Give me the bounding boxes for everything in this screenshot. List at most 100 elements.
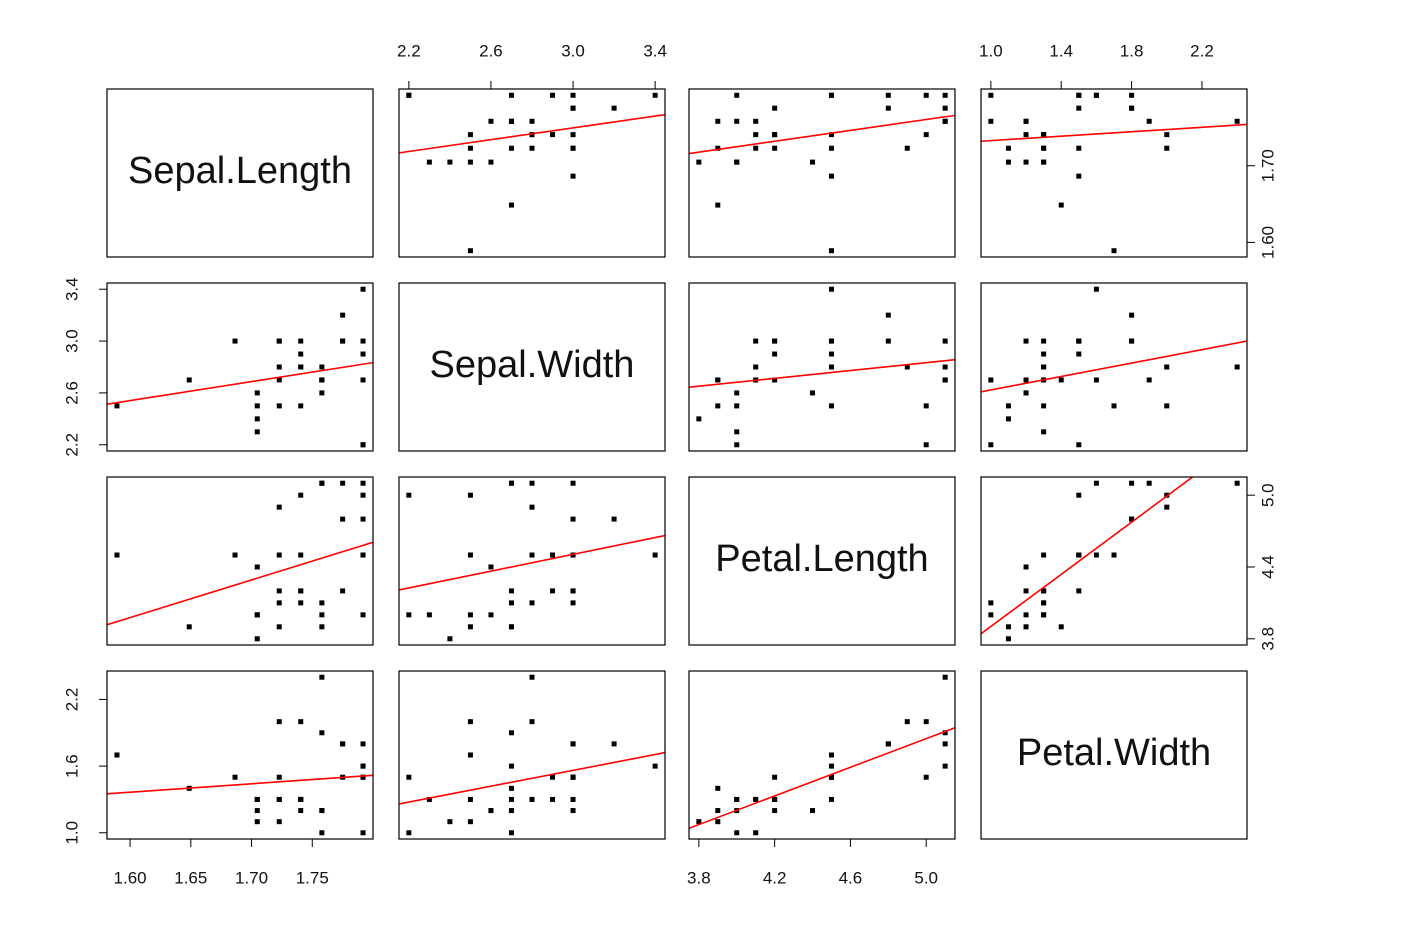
point xyxy=(186,624,192,630)
x-tick-label: 5.0 xyxy=(914,868,938,887)
regression-line xyxy=(107,361,373,406)
point xyxy=(529,480,535,486)
point xyxy=(734,830,740,836)
point xyxy=(753,132,759,138)
point xyxy=(298,808,304,814)
panel-frame xyxy=(398,670,666,840)
point xyxy=(276,819,282,825)
point xyxy=(1041,612,1047,618)
point xyxy=(360,763,366,769)
point xyxy=(772,132,778,138)
panel-frame xyxy=(980,670,1248,840)
point xyxy=(508,145,514,151)
point xyxy=(508,830,514,836)
point xyxy=(828,286,834,292)
point xyxy=(1076,442,1082,448)
point xyxy=(340,338,346,344)
point xyxy=(772,796,778,802)
x-tick-label: 4.6 xyxy=(839,868,863,887)
panel xyxy=(398,88,666,258)
point xyxy=(1164,504,1170,510)
point xyxy=(114,403,120,409)
point xyxy=(1041,351,1047,357)
point xyxy=(360,552,366,558)
point xyxy=(319,730,325,736)
point xyxy=(1041,552,1047,558)
point xyxy=(810,159,816,165)
point xyxy=(652,92,658,98)
point xyxy=(467,159,473,165)
point xyxy=(1041,364,1047,370)
y-tick-label: 2.2 xyxy=(62,433,81,457)
point xyxy=(1164,132,1170,138)
point xyxy=(828,248,834,254)
point xyxy=(734,796,740,802)
point xyxy=(1234,480,1240,486)
point xyxy=(828,145,834,151)
point xyxy=(406,612,412,618)
panel xyxy=(980,476,1248,646)
point xyxy=(1076,173,1082,179)
point xyxy=(360,830,366,836)
point xyxy=(810,390,816,396)
point xyxy=(942,741,948,747)
point xyxy=(772,808,778,814)
point xyxy=(232,338,238,344)
x-tick-label: 2.2 xyxy=(1190,41,1214,60)
point xyxy=(1129,516,1135,522)
point xyxy=(1041,600,1047,606)
point xyxy=(715,377,721,383)
point xyxy=(276,338,282,344)
panel-frame xyxy=(980,282,1248,452)
panel-frame xyxy=(688,476,956,646)
point xyxy=(772,774,778,780)
point xyxy=(1005,159,1011,165)
regression-line xyxy=(399,751,665,805)
panel: Sepal.Length xyxy=(106,88,374,258)
point xyxy=(942,364,948,370)
point xyxy=(810,808,816,814)
point xyxy=(1005,403,1011,409)
y-tick-label: 2.6 xyxy=(62,381,81,405)
point xyxy=(529,145,535,151)
y-tick-label: 5.0 xyxy=(1258,483,1277,507)
point xyxy=(1234,364,1240,370)
point xyxy=(1041,403,1047,409)
point xyxy=(570,741,576,747)
point xyxy=(467,492,473,498)
point xyxy=(1076,492,1082,498)
point xyxy=(828,338,834,344)
point xyxy=(254,796,260,802)
point xyxy=(467,752,473,758)
point xyxy=(1076,105,1082,111)
point xyxy=(254,429,260,435)
point xyxy=(298,351,304,357)
point xyxy=(232,552,238,558)
point xyxy=(1111,248,1117,254)
point xyxy=(467,552,473,558)
point xyxy=(1023,588,1029,594)
point xyxy=(319,830,325,836)
panel xyxy=(980,282,1248,452)
y-tick-label: 3.0 xyxy=(62,329,81,353)
point xyxy=(885,741,891,747)
point xyxy=(447,636,453,642)
point xyxy=(298,600,304,606)
point xyxy=(360,492,366,498)
point xyxy=(1111,552,1117,558)
point xyxy=(529,132,535,138)
point xyxy=(488,118,494,124)
point xyxy=(360,774,366,780)
regression-line xyxy=(399,113,665,154)
point xyxy=(570,516,576,522)
point xyxy=(340,741,346,747)
point xyxy=(276,624,282,630)
point xyxy=(360,741,366,747)
point xyxy=(696,159,702,165)
point xyxy=(715,808,721,814)
point xyxy=(447,159,453,165)
point xyxy=(298,552,304,558)
panel-frame xyxy=(688,670,956,840)
regression-line xyxy=(689,726,955,830)
point xyxy=(319,390,325,396)
